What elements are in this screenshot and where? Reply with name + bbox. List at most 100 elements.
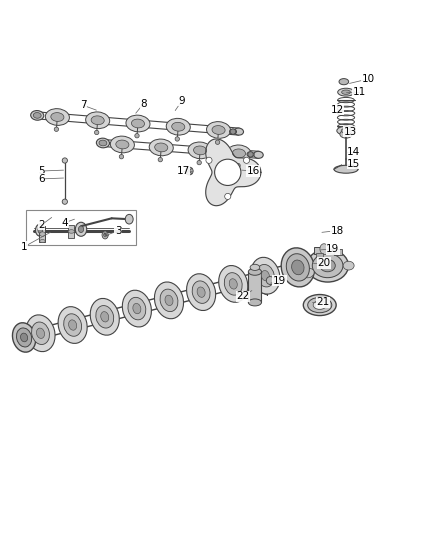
- Ellipse shape: [35, 224, 45, 236]
- Ellipse shape: [343, 261, 354, 270]
- Ellipse shape: [68, 230, 74, 233]
- Bar: [39, 226, 45, 243]
- Circle shape: [175, 137, 180, 141]
- Ellipse shape: [91, 116, 104, 125]
- Ellipse shape: [172, 123, 185, 131]
- Text: 11: 11: [353, 87, 366, 97]
- Text: 20: 20: [318, 258, 331, 268]
- Text: 17: 17: [177, 166, 190, 176]
- Ellipse shape: [38, 227, 42, 233]
- Ellipse shape: [39, 232, 46, 236]
- Ellipse shape: [103, 233, 106, 237]
- Circle shape: [248, 152, 253, 157]
- Ellipse shape: [248, 299, 261, 306]
- Text: 18: 18: [331, 225, 344, 236]
- Text: 12: 12: [331, 104, 344, 115]
- Circle shape: [95, 130, 99, 135]
- Ellipse shape: [233, 149, 246, 158]
- Ellipse shape: [21, 333, 28, 342]
- Ellipse shape: [230, 129, 237, 134]
- Circle shape: [206, 157, 212, 163]
- Ellipse shape: [248, 268, 261, 275]
- Circle shape: [158, 157, 162, 162]
- Circle shape: [62, 199, 67, 204]
- Ellipse shape: [234, 128, 244, 135]
- Text: 19: 19: [326, 244, 339, 254]
- Ellipse shape: [125, 214, 133, 224]
- Ellipse shape: [110, 136, 134, 153]
- Polygon shape: [206, 139, 261, 206]
- Ellipse shape: [337, 126, 355, 135]
- Ellipse shape: [286, 254, 309, 281]
- Ellipse shape: [307, 297, 332, 313]
- Text: 16: 16: [247, 166, 260, 176]
- Ellipse shape: [320, 260, 336, 272]
- Bar: [68, 225, 74, 238]
- Bar: [316, 253, 323, 257]
- Ellipse shape: [33, 112, 41, 118]
- Bar: [334, 249, 342, 255]
- Ellipse shape: [128, 297, 146, 320]
- Ellipse shape: [224, 273, 242, 295]
- Circle shape: [119, 155, 124, 159]
- Ellipse shape: [39, 239, 46, 243]
- Text: 19: 19: [273, 276, 286, 286]
- Ellipse shape: [126, 115, 150, 132]
- Ellipse shape: [64, 314, 81, 336]
- Ellipse shape: [69, 320, 77, 330]
- Circle shape: [225, 193, 231, 199]
- Ellipse shape: [26, 315, 55, 352]
- Ellipse shape: [313, 301, 326, 310]
- Ellipse shape: [133, 303, 141, 314]
- Ellipse shape: [212, 126, 225, 134]
- Ellipse shape: [46, 109, 69, 125]
- Circle shape: [215, 140, 220, 144]
- Ellipse shape: [307, 249, 349, 282]
- Text: 3: 3: [115, 225, 122, 236]
- Ellipse shape: [227, 145, 251, 161]
- Circle shape: [266, 277, 274, 285]
- Circle shape: [236, 164, 240, 168]
- Polygon shape: [26, 211, 136, 246]
- Ellipse shape: [194, 146, 207, 155]
- Text: 1: 1: [21, 242, 28, 252]
- Ellipse shape: [197, 287, 205, 297]
- Ellipse shape: [31, 110, 44, 120]
- Ellipse shape: [338, 88, 354, 96]
- Circle shape: [62, 158, 67, 163]
- Ellipse shape: [251, 257, 280, 294]
- Ellipse shape: [78, 226, 84, 232]
- Ellipse shape: [247, 152, 254, 157]
- Ellipse shape: [334, 165, 358, 173]
- Text: 22: 22: [237, 291, 250, 301]
- Text: 6: 6: [38, 174, 45, 184]
- Text: 8: 8: [140, 99, 147, 109]
- Text: 7: 7: [80, 100, 87, 110]
- Ellipse shape: [155, 143, 168, 152]
- Ellipse shape: [340, 130, 352, 138]
- Ellipse shape: [303, 295, 336, 316]
- Ellipse shape: [122, 290, 152, 327]
- Ellipse shape: [149, 139, 173, 156]
- Ellipse shape: [17, 328, 32, 347]
- Circle shape: [135, 134, 139, 138]
- Text: 13: 13: [344, 127, 357, 136]
- Ellipse shape: [116, 140, 129, 149]
- Ellipse shape: [51, 112, 64, 122]
- Circle shape: [244, 157, 250, 163]
- Ellipse shape: [165, 295, 173, 305]
- Text: 21: 21: [317, 297, 330, 308]
- Ellipse shape: [207, 122, 230, 139]
- Ellipse shape: [160, 289, 178, 312]
- Ellipse shape: [75, 222, 87, 236]
- Ellipse shape: [281, 248, 314, 287]
- Text: 14: 14: [347, 147, 360, 157]
- Ellipse shape: [229, 279, 237, 289]
- Ellipse shape: [250, 264, 260, 270]
- Ellipse shape: [101, 312, 109, 322]
- Ellipse shape: [86, 112, 110, 128]
- Ellipse shape: [192, 281, 210, 303]
- Ellipse shape: [90, 298, 119, 335]
- Ellipse shape: [254, 151, 263, 158]
- Circle shape: [215, 159, 241, 185]
